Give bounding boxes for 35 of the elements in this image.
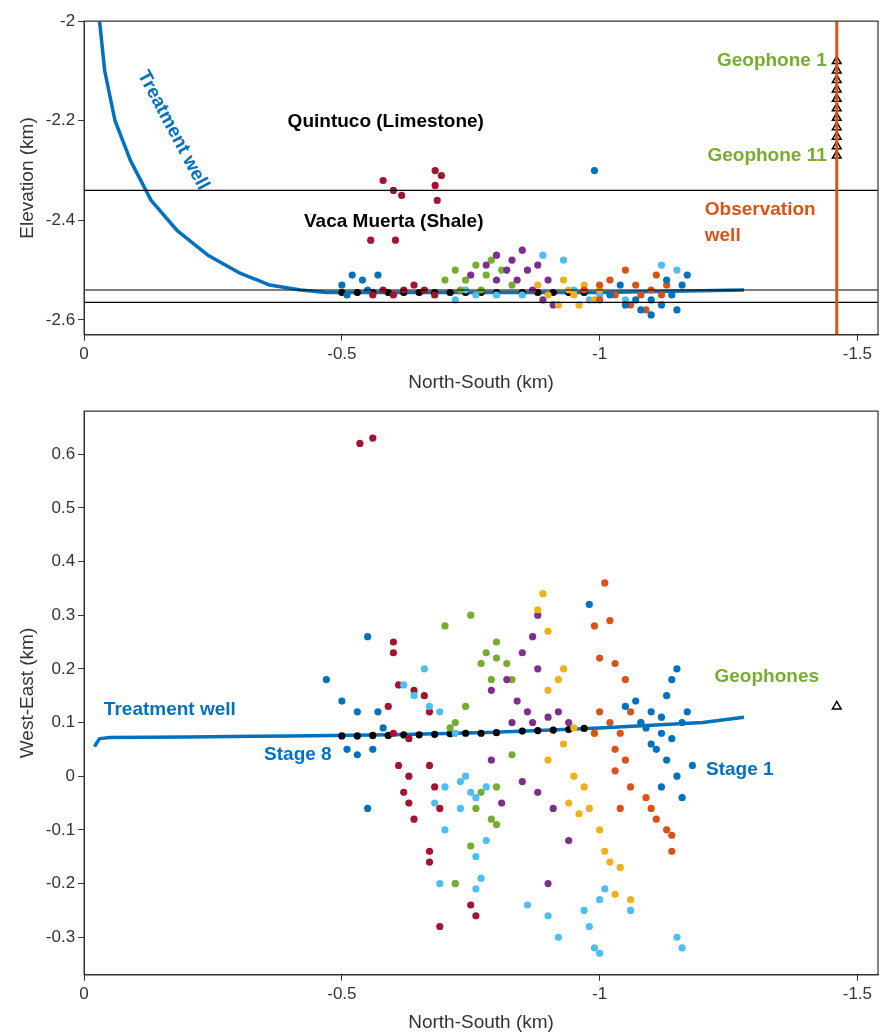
y-axis-title: West-East (km): [15, 627, 37, 759]
x-tick-label: -1.5: [842, 983, 873, 1003]
x-tick-label: 0: [79, 343, 89, 363]
annotation: Quintuco (Limestone): [287, 109, 484, 131]
y-tick-label: -0.3: [45, 926, 76, 946]
y-tick-label: -2.4: [45, 210, 76, 229]
y-tick-label: -2.6: [45, 309, 76, 329]
y-tick-label: 0.1: [51, 712, 76, 732]
annotation: Geophone 1: [716, 49, 828, 71]
x-tick-label: -0.5: [327, 343, 357, 363]
y-tick-label: -2.2: [45, 110, 76, 130]
annotation: Vaca Muerta (Shale): [303, 210, 484, 232]
y-tick-label: -0.2: [45, 873, 76, 893]
series-label: Stage 8: [264, 743, 332, 765]
series-label: Geophones: [714, 664, 820, 686]
y-tick-label: 0.6: [51, 443, 76, 463]
x-axis-title: North-South (km): [408, 1010, 554, 1032]
y-tick-label: 0.3: [51, 604, 76, 624]
ref-line-label: Observation well: [703, 197, 816, 245]
x-tick-label: 0: [79, 983, 89, 1003]
y-tick-label: 0.4: [51, 551, 76, 571]
x-tick-label: -1: [592, 343, 608, 363]
x-axis-title: North-South (km): [408, 370, 554, 392]
annotation: Geophone 11: [707, 143, 828, 165]
y-tick-label: 0: [65, 765, 76, 785]
y-tick-label: -0.1: [45, 819, 76, 839]
x-tick-label: -0.5: [327, 983, 357, 1003]
y-tick-label: -2: [59, 10, 76, 30]
y-tick-label: 0.5: [51, 497, 76, 517]
series-label: Stage 1: [705, 758, 774, 780]
x-tick-label: -1: [592, 983, 608, 1003]
series-label: Treatment well: [103, 697, 236, 719]
y-tick-label: 0.2: [51, 658, 76, 678]
y-axis-title: Elevation (km): [15, 117, 37, 239]
x-tick-label: -1.5: [842, 343, 873, 363]
